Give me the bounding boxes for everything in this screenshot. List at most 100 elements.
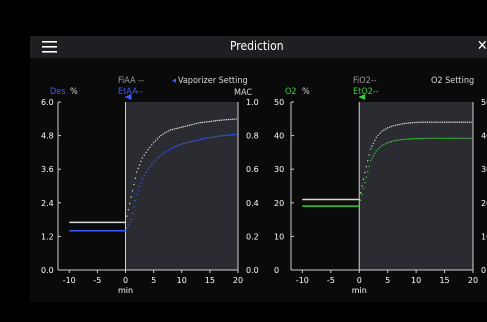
y-tick-label: 30 xyxy=(274,165,284,174)
prediction-point xyxy=(426,121,429,123)
right-agent-label: O2 xyxy=(285,87,297,97)
prediction-point xyxy=(192,140,194,142)
prediction-point xyxy=(359,192,362,194)
prediction-point xyxy=(361,185,363,187)
prediction-point xyxy=(173,146,175,148)
prediction-point xyxy=(419,137,421,140)
prediction-point xyxy=(405,122,408,124)
prediction-point xyxy=(388,141,391,143)
prediction-point xyxy=(462,137,465,139)
prediction-point xyxy=(426,137,429,139)
prediction-point xyxy=(374,139,376,141)
prediction-point xyxy=(145,151,147,154)
prediction-point xyxy=(131,190,134,192)
prediction-point xyxy=(359,199,362,201)
o2-setting-label: O2 Setting xyxy=(431,76,475,86)
y2-tick-label: 30 xyxy=(481,165,487,174)
x-tick-label: 0 xyxy=(123,276,128,285)
prediction-point xyxy=(173,128,175,130)
prediction-point xyxy=(149,146,151,148)
prediction-point xyxy=(235,118,237,120)
prediction-point xyxy=(453,121,455,123)
prediction-point xyxy=(457,137,459,139)
prediction-point xyxy=(145,171,147,174)
prediction-point xyxy=(411,122,414,124)
prediction-point xyxy=(127,224,130,226)
prediction-point xyxy=(154,140,157,142)
prediction-point xyxy=(367,171,369,173)
prediction-point xyxy=(194,123,196,125)
prediction-point xyxy=(432,137,434,139)
prediction-point xyxy=(194,140,196,142)
prediction-point xyxy=(214,136,217,138)
prediction-point xyxy=(197,139,200,141)
prediction-point xyxy=(388,126,391,128)
y-tick-label: 40 xyxy=(274,132,284,141)
y2-tick-label: 1.0 xyxy=(246,98,259,107)
prediction-point xyxy=(192,123,194,126)
prediction-point xyxy=(383,143,385,146)
prediction-point xyxy=(398,123,400,126)
prediction-point xyxy=(367,160,369,162)
prediction-point xyxy=(430,137,432,139)
prediction-point xyxy=(227,134,230,136)
prediction-point xyxy=(415,137,417,140)
prediction-point xyxy=(409,138,412,140)
x-unit-label: min xyxy=(118,286,133,295)
x-tick-label: -5 xyxy=(327,276,335,285)
prediction-point xyxy=(156,138,159,140)
menu-icon[interactable] xyxy=(42,40,58,54)
prediction-point xyxy=(177,144,179,147)
prediction-point xyxy=(175,127,177,130)
prediction-point xyxy=(127,209,130,211)
right-unit-label: % xyxy=(302,87,310,97)
prediction-point xyxy=(126,227,128,229)
prediction-point xyxy=(440,137,442,139)
prediction-point xyxy=(211,120,213,123)
y2-tick-label: 20 xyxy=(481,199,487,208)
y-tick-label: 1.2 xyxy=(41,232,54,241)
prediction-point xyxy=(134,200,137,202)
prediction-point xyxy=(205,137,207,139)
prediction-point xyxy=(136,171,138,173)
prediction-point xyxy=(138,164,141,166)
prediction-point xyxy=(428,137,431,139)
prediction-point xyxy=(409,122,412,124)
prediction-point xyxy=(209,120,211,123)
prediction-point xyxy=(413,121,415,124)
prediction-point xyxy=(386,141,389,144)
prediction-point xyxy=(131,212,134,214)
prediction-point xyxy=(362,187,365,190)
prediction-point xyxy=(216,135,219,138)
y2-tick-label: 0.0 xyxy=(246,266,259,275)
y-tick-label: 0 xyxy=(274,266,279,275)
eto2-label: EtO2-- xyxy=(353,87,379,97)
prediction-point xyxy=(449,137,451,139)
prediction-point xyxy=(424,121,427,123)
prediction-point xyxy=(405,138,408,140)
prediction-point xyxy=(407,122,410,124)
y2-tick-label: 40 xyxy=(481,132,487,141)
prediction-point xyxy=(377,134,379,136)
prediction-point xyxy=(460,121,463,123)
prediction-point xyxy=(385,142,387,145)
prediction-point xyxy=(436,121,438,123)
prediction-point xyxy=(136,193,138,196)
prediction-point xyxy=(218,119,220,122)
title-bar xyxy=(30,36,487,58)
prediction-point xyxy=(362,178,365,180)
prediction-point xyxy=(423,121,425,123)
prediction-point xyxy=(158,136,160,138)
prediction-point xyxy=(199,122,202,124)
prediction-point xyxy=(218,135,220,137)
prediction-area xyxy=(125,102,238,270)
prediction-point xyxy=(133,206,135,208)
x-tick-label: 10 xyxy=(411,276,421,285)
close-icon[interactable]: ✕ xyxy=(477,38,487,54)
prediction-point xyxy=(141,178,144,180)
prediction-point xyxy=(129,221,131,224)
prediction-point xyxy=(211,136,213,138)
prediction-point xyxy=(188,141,190,143)
prediction-point xyxy=(447,121,450,123)
